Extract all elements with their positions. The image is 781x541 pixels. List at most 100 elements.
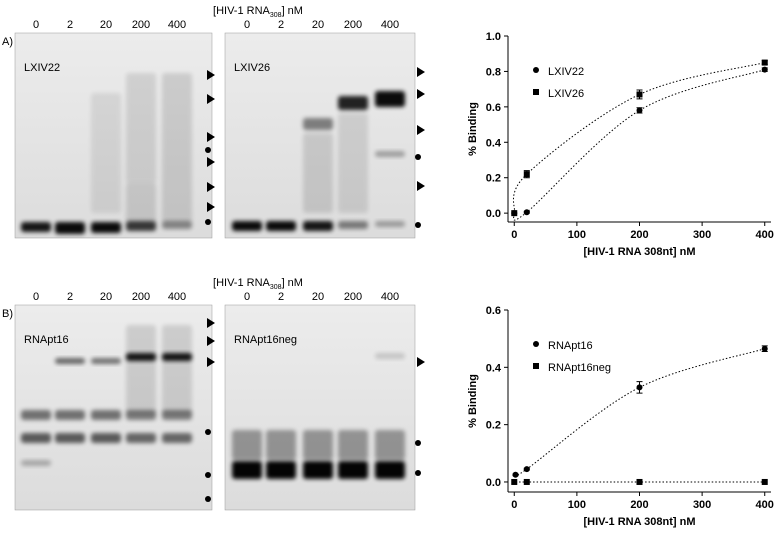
gel-band bbox=[303, 430, 333, 460]
panel-label: A) bbox=[2, 36, 13, 48]
band-marker bbox=[207, 336, 215, 346]
point bbox=[511, 478, 518, 485]
point bbox=[523, 478, 530, 485]
x-tick-label: 300 bbox=[693, 499, 711, 511]
band-marker bbox=[417, 125, 425, 135]
lane-label: 20 bbox=[100, 291, 112, 303]
gel-band bbox=[266, 221, 296, 231]
legend-label: LXIV26 bbox=[548, 88, 584, 100]
x-tick-label: 300 bbox=[693, 229, 711, 241]
gel-band bbox=[126, 325, 156, 415]
lane-label: 2 bbox=[278, 291, 284, 303]
gel-band bbox=[55, 222, 85, 234]
point bbox=[512, 471, 519, 478]
gel-band bbox=[126, 183, 156, 223]
header-text: [HIV-1 RNA bbox=[213, 277, 271, 289]
x-tick-label: 400 bbox=[756, 499, 774, 511]
band-marker bbox=[207, 357, 215, 367]
gel-band bbox=[338, 96, 368, 110]
band-marker bbox=[207, 318, 215, 328]
x-tick-label: 100 bbox=[568, 499, 586, 511]
point bbox=[761, 478, 768, 485]
gel-name: LXIV22 bbox=[24, 62, 60, 74]
gel-band bbox=[21, 460, 51, 466]
header-subscript: 308 bbox=[270, 12, 282, 19]
band-marker bbox=[207, 94, 215, 104]
gel-name: LXIV26 bbox=[234, 62, 270, 74]
gel-band bbox=[375, 353, 405, 359]
gel-band bbox=[303, 118, 333, 130]
point bbox=[636, 91, 643, 98]
gel-band bbox=[91, 222, 121, 233]
gel-band bbox=[375, 151, 405, 157]
lane-label: 200 bbox=[132, 291, 150, 303]
x-tick-label: 200 bbox=[630, 499, 648, 511]
gel-band bbox=[21, 433, 51, 443]
x-tick-label: 200 bbox=[630, 229, 648, 241]
point bbox=[523, 209, 530, 216]
band-marker bbox=[415, 222, 421, 228]
y-tick-label: 0.4 bbox=[486, 137, 502, 149]
point bbox=[761, 59, 768, 66]
header-subscript: 308 bbox=[270, 284, 282, 291]
lane-label: 400 bbox=[381, 291, 399, 303]
y-tick-label: 0.0 bbox=[486, 208, 501, 220]
lane-label: 2 bbox=[67, 19, 73, 31]
band-marker bbox=[207, 70, 215, 80]
gel-name: RNApt16neg bbox=[234, 334, 297, 346]
lane-label: 0 bbox=[244, 19, 250, 31]
legend-marker bbox=[533, 89, 539, 95]
band-marker bbox=[205, 429, 211, 435]
y-tick-label: 0.0 bbox=[486, 477, 501, 489]
x-axis-label: [HIV-1 RNA 308nt] nM bbox=[583, 246, 695, 258]
point bbox=[761, 345, 768, 352]
gel-band bbox=[232, 461, 262, 479]
lane-label: 2 bbox=[278, 19, 284, 31]
y-tick-label: 0.6 bbox=[486, 102, 501, 114]
fit-line bbox=[512, 62, 765, 214]
legend-label: LXIV22 bbox=[548, 66, 584, 78]
lane-label: 400 bbox=[381, 19, 399, 31]
header-text: [HIV-1 RNA bbox=[213, 5, 271, 17]
band-marker bbox=[205, 147, 211, 153]
gel-name: RNApt16 bbox=[24, 334, 69, 346]
gel-band bbox=[266, 430, 296, 460]
lane-label: 0 bbox=[33, 291, 39, 303]
lane-label: 400 bbox=[168, 291, 186, 303]
gel-band bbox=[375, 430, 405, 460]
band-marker bbox=[415, 440, 421, 446]
band-marker bbox=[207, 132, 215, 142]
y-axis-label: % Binding bbox=[467, 102, 479, 156]
gel-band bbox=[338, 461, 368, 479]
gel-band bbox=[375, 461, 405, 479]
gel-band bbox=[126, 73, 156, 183]
legend-marker bbox=[533, 363, 539, 369]
gel-band bbox=[303, 221, 333, 231]
lane-label: 20 bbox=[312, 19, 324, 31]
gel-band bbox=[55, 410, 85, 420]
gel-band bbox=[266, 461, 296, 479]
point bbox=[523, 171, 530, 178]
concentration-header: [HIV-1 RNA308] nM bbox=[213, 277, 303, 291]
lane-label: 20 bbox=[312, 291, 324, 303]
band-marker bbox=[205, 472, 211, 478]
gel-band bbox=[126, 221, 156, 231]
gel-band bbox=[338, 113, 368, 213]
gel-band bbox=[126, 433, 156, 443]
gel-band bbox=[91, 93, 121, 213]
lane-label: 2 bbox=[67, 291, 73, 303]
gel-band bbox=[232, 221, 262, 231]
lane-label: 400 bbox=[168, 19, 186, 31]
band-marker bbox=[417, 181, 425, 191]
x-tick-label: 0 bbox=[511, 499, 517, 511]
legend-marker bbox=[533, 67, 539, 73]
band-marker bbox=[415, 154, 421, 160]
y-tick-label: 0.6 bbox=[486, 305, 501, 317]
y-tick-label: 0.2 bbox=[486, 173, 501, 185]
gel-band bbox=[338, 430, 368, 460]
band-marker bbox=[205, 496, 211, 502]
gel-band bbox=[303, 133, 333, 213]
band-marker bbox=[207, 202, 215, 212]
gel-band bbox=[91, 358, 121, 364]
